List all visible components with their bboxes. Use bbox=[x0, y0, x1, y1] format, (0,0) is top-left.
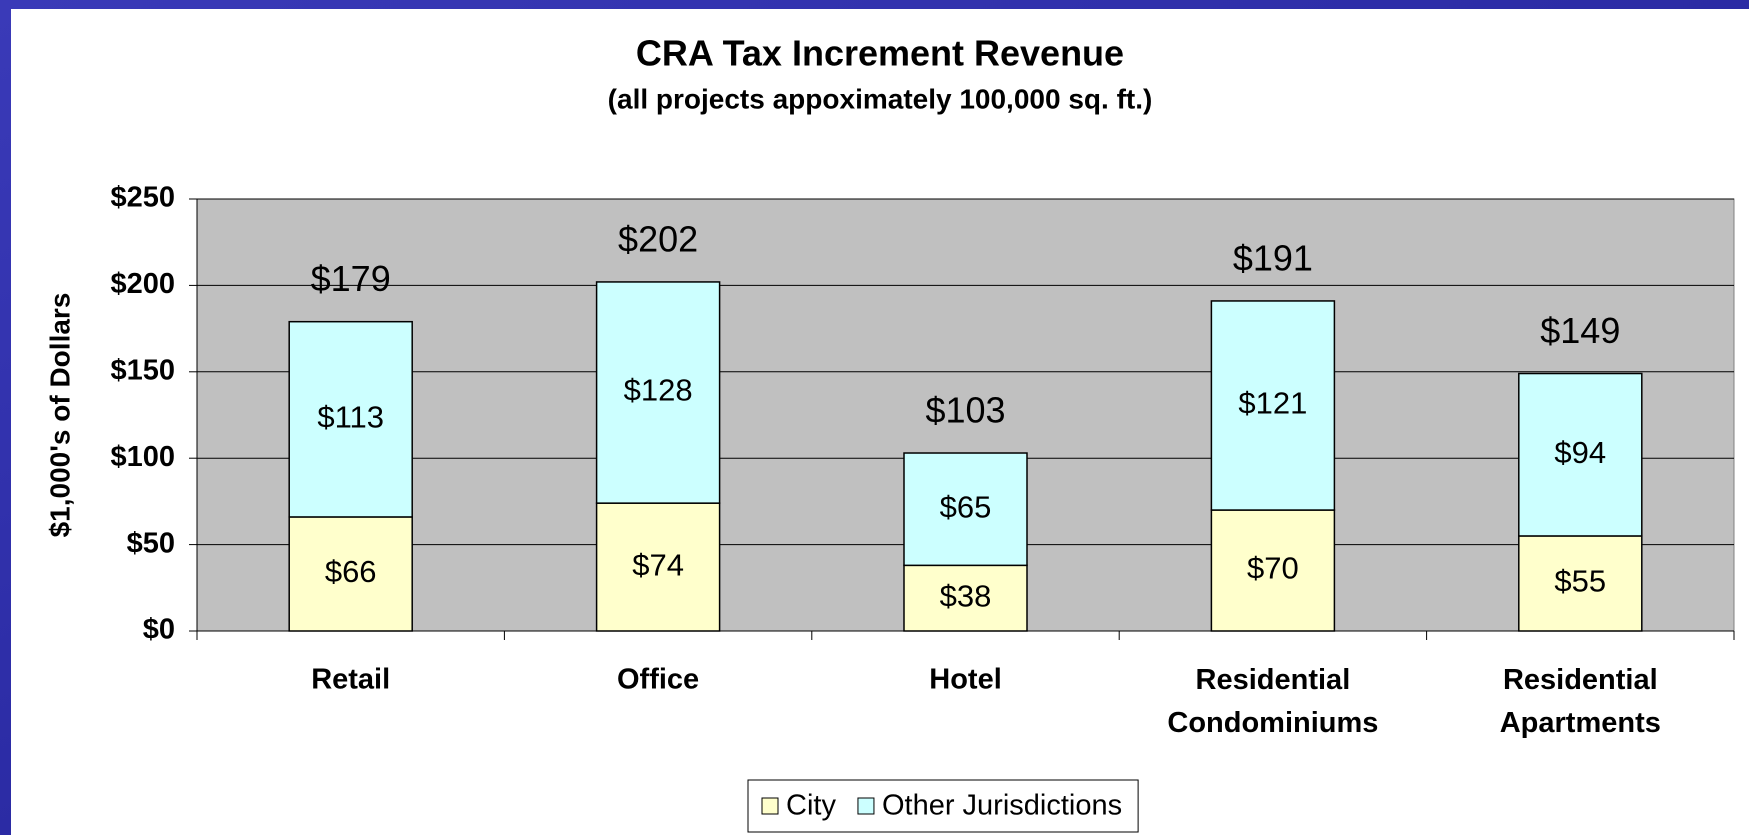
bar-segment bbox=[595, 281, 721, 504]
bar-segment bbox=[1210, 509, 1336, 632]
bar-segment bbox=[595, 502, 721, 632]
y-tick-label: $150 bbox=[110, 354, 175, 386]
x-tick-label: Hotel bbox=[929, 664, 1002, 696]
legend-swatch bbox=[857, 797, 875, 815]
bar-segment bbox=[1210, 300, 1336, 511]
data-label: $55 bbox=[1554, 564, 1606, 599]
legend bbox=[747, 779, 1139, 833]
y-tick-label: $200 bbox=[110, 268, 175, 300]
x-tick-label: Residential Condominiums bbox=[1167, 664, 1378, 739]
legend-label: City bbox=[786, 790, 836, 822]
bar-segment bbox=[288, 516, 413, 632]
total-label: $202 bbox=[618, 218, 698, 259]
total-label: $191 bbox=[1233, 237, 1313, 278]
y-tick-label: $250 bbox=[110, 182, 175, 214]
data-label: $113 bbox=[317, 400, 384, 435]
chart-subtitle: (all projects appoximately 100,000 sq. f… bbox=[608, 83, 1153, 114]
y-tick-label: $0 bbox=[143, 614, 175, 646]
bar-segment bbox=[288, 320, 413, 518]
data-label: $74 bbox=[632, 547, 684, 582]
legend-label: Other Jurisdictions bbox=[882, 790, 1122, 822]
total-label: $179 bbox=[311, 258, 391, 299]
y-tick-label: $100 bbox=[110, 441, 175, 473]
bar-segment bbox=[1518, 372, 1643, 537]
data-label: $38 bbox=[940, 578, 992, 613]
x-tick-label: Retail bbox=[311, 664, 390, 696]
total-label: $149 bbox=[1540, 310, 1620, 351]
data-label: $70 bbox=[1247, 551, 1299, 586]
x-tick-label: Residential Apartments bbox=[1500, 664, 1661, 739]
y-axis-label: $1,000's of Dollars bbox=[44, 293, 75, 538]
data-label: $65 bbox=[940, 489, 992, 524]
data-label: $128 bbox=[624, 373, 693, 408]
total-label: $103 bbox=[925, 390, 1005, 431]
bar-segment bbox=[903, 564, 1028, 632]
x-tick-label: Office bbox=[617, 664, 699, 696]
data-label: $94 bbox=[1554, 435, 1606, 470]
bar-segment bbox=[903, 452, 1028, 567]
legend-swatch bbox=[761, 797, 779, 815]
data-label: $121 bbox=[1238, 386, 1307, 421]
data-label: $66 bbox=[325, 554, 377, 589]
bar-segment bbox=[1518, 535, 1643, 632]
y-tick-label: $50 bbox=[127, 527, 175, 559]
chart-title: CRA Tax Increment Revenue bbox=[636, 33, 1124, 74]
